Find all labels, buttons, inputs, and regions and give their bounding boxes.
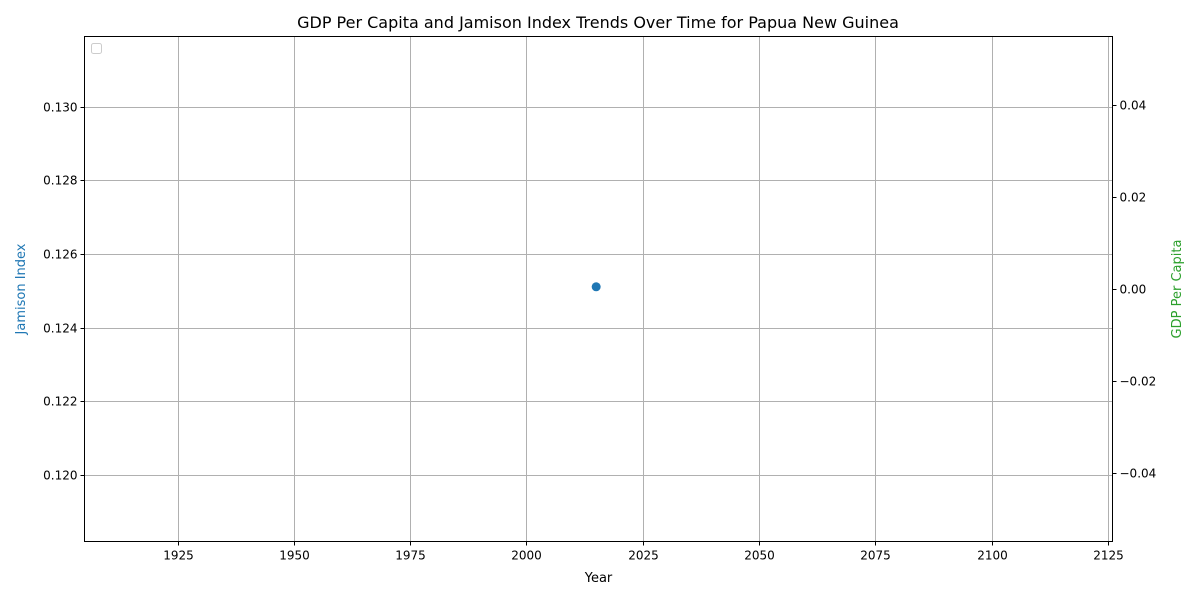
x-tick-label: 2075 <box>860 549 891 563</box>
x-tick-label: 1925 <box>163 549 194 563</box>
y-tick-label-left: 0.126 <box>43 248 77 262</box>
x-tick-label: 1975 <box>395 549 426 563</box>
chart-title: GDP Per Capita and Jamison Index Trends … <box>297 13 899 32</box>
x-tick-label: 2125 <box>1093 549 1124 563</box>
y-tick-label-left: 0.120 <box>43 469 77 483</box>
y-axis-label-left: Jamison Index <box>14 243 29 335</box>
y-tick-label-right: 0.02 <box>1120 191 1147 205</box>
y-tick-label-left: 0.130 <box>43 101 77 115</box>
axes: 1925 1950 1975 2000 2025 2050 2075 2100 2125 0.12… <box>43 36 1157 563</box>
data-points <box>591 282 601 292</box>
y-tick-label-right: 0.00 <box>1120 283 1147 297</box>
y-tick-label-left: 0.124 <box>43 322 77 336</box>
grid <box>84 36 1113 542</box>
x-tick-label: 2000 <box>511 549 542 563</box>
x-tick-label: 2025 <box>628 549 659 563</box>
data-point <box>591 282 601 292</box>
x-axis-label: Year <box>584 571 613 586</box>
y-tick-label-right: −0.02 <box>1120 375 1157 389</box>
y-tick-label-left: 0.128 <box>43 174 77 188</box>
legend-box <box>91 43 102 54</box>
x-tick-label: 2050 <box>744 549 775 563</box>
y-axis-label-right: GDP Per Capita <box>1170 240 1185 339</box>
y-tick-label-right: −0.04 <box>1120 467 1157 481</box>
x-tick-label: 1950 <box>279 549 310 563</box>
y-tick-label-right: 0.04 <box>1120 99 1147 113</box>
y-tick-label-left: 0.122 <box>43 395 77 409</box>
x-tick-label: 2100 <box>977 549 1008 563</box>
